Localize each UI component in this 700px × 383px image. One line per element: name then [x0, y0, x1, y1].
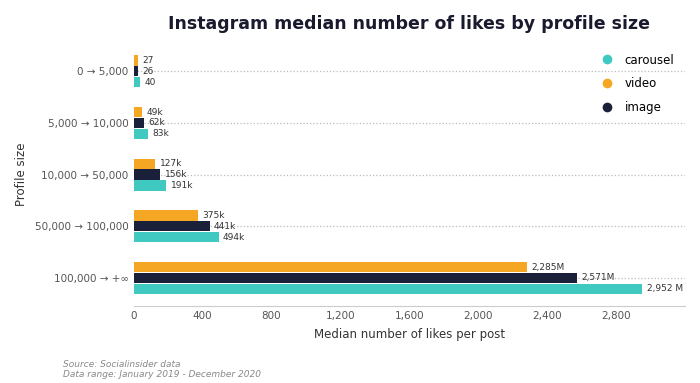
Text: 191k: 191k: [171, 181, 193, 190]
Bar: [134, 118, 144, 128]
Text: 27: 27: [143, 56, 154, 65]
Bar: [134, 180, 167, 191]
Text: 2,285M: 2,285M: [531, 263, 565, 272]
Text: 40: 40: [145, 78, 156, 87]
Text: 156k: 156k: [164, 170, 187, 179]
Bar: [134, 159, 155, 169]
Text: Source: Socialinsider data
Data range: January 2019 - December 2020: Source: Socialinsider data Data range: J…: [63, 360, 261, 379]
Bar: [134, 273, 577, 283]
Bar: [134, 169, 160, 180]
Text: 2,952 M: 2,952 M: [647, 284, 682, 293]
Bar: [134, 66, 138, 77]
Text: 49k: 49k: [146, 108, 163, 116]
Bar: [134, 284, 643, 294]
Text: 441k: 441k: [214, 222, 236, 231]
Bar: [134, 55, 138, 65]
Text: 26: 26: [142, 67, 154, 76]
Bar: [134, 210, 198, 221]
Bar: [134, 77, 141, 87]
Bar: [134, 262, 527, 272]
Text: 127k: 127k: [160, 159, 182, 168]
Text: 494k: 494k: [223, 232, 245, 242]
Text: 83k: 83k: [152, 129, 169, 138]
Text: 62k: 62k: [148, 118, 165, 128]
Bar: [134, 221, 209, 231]
Bar: [134, 129, 148, 139]
Text: 2,571M: 2,571M: [581, 273, 615, 283]
Legend: carousel, video, image: carousel, video, image: [590, 49, 679, 118]
Y-axis label: Profile size: Profile size: [15, 143, 28, 206]
Text: 375k: 375k: [202, 211, 225, 220]
X-axis label: Median number of likes per post: Median number of likes per post: [314, 328, 505, 341]
Bar: [134, 107, 142, 117]
Title: Instagram median number of likes by profile size: Instagram median number of likes by prof…: [168, 15, 650, 33]
Bar: [134, 232, 218, 242]
